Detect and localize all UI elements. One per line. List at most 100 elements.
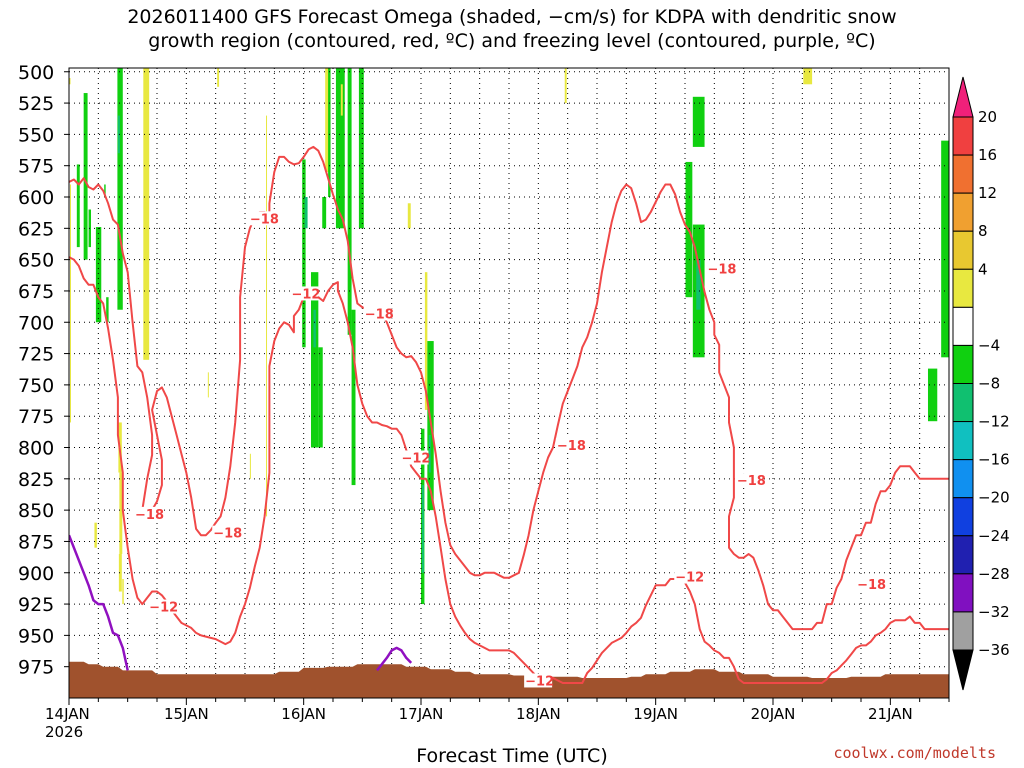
colorbar-swatch-2: [952, 192, 974, 232]
omega-patch-2: [76, 164, 80, 248]
x-tick-label-20JAN: 20JAN: [751, 705, 796, 723]
contour-label-7: −12: [525, 674, 554, 689]
y-tick-label-850: 850: [18, 500, 54, 522]
omega-patch-43: [696, 259, 701, 310]
omega-patch-41: [692, 96, 705, 147]
y-tick-label-825: 825: [18, 469, 54, 491]
y-tick-label-800: 800: [18, 438, 54, 460]
contour-label-5: −18: [365, 307, 394, 322]
omega-patch-8: [106, 297, 109, 323]
omega-patch-27: [328, 68, 331, 198]
omega-patch-10: [117, 115, 120, 154]
contour-label-bg-5: [363, 306, 392, 321]
y-tick-label-725: 725: [18, 344, 54, 366]
omega-patch-29: [340, 84, 343, 116]
colorbar-label-10: −24: [978, 527, 1010, 545]
omega-patch-44: [803, 68, 813, 85]
colorbar-label-7: −12: [978, 413, 1010, 431]
contour-label-layer: −18 −12 −18 −18 −12 −18 −12 −12 −18 −12 −18 −18 −18: [134, 211, 886, 689]
omega-patch-6: [104, 184, 106, 198]
omega-patch-0: [69, 78, 71, 85]
contour-label-3: −18: [250, 212, 279, 227]
grid-lines: [69, 68, 949, 698]
omega-patch-25: [322, 197, 327, 229]
contour-label-bg-10: [706, 261, 735, 276]
contour-label-6: −12: [401, 452, 430, 467]
omega-patch-3: [83, 93, 88, 260]
freezing-contour-1: [376, 646, 413, 672]
colorbar-label-3: 8: [978, 222, 988, 240]
omega-patch-33: [407, 203, 411, 229]
omega-patch-45: [927, 368, 938, 422]
colorbar-top-arrow: [952, 76, 974, 118]
y-tick-label-525: 525: [18, 93, 54, 115]
y-axis: 500 525 550 575 600 625 650 675 700 725 750 775 800 8…: [18, 62, 69, 679]
contour-label-2: −18: [213, 527, 242, 542]
x-tick-label-21JAN: 21JAN: [868, 705, 913, 723]
y-tick-label-625: 625: [18, 218, 54, 240]
x-tick-sublabel: 2026: [45, 723, 83, 741]
colorbar-bottom-arrow: [952, 649, 974, 691]
omega-patch-38: [428, 434, 431, 473]
omega-patch-1: [69, 184, 71, 423]
contour-label-4: −12: [291, 287, 320, 302]
colorbar-swatch-9: [952, 459, 974, 499]
omega-patch-24: [318, 347, 323, 448]
omega-patch-18: [249, 453, 251, 479]
colorbar-swatch-7: [952, 383, 974, 423]
colorbar-label-2: 12: [978, 184, 997, 202]
colorbar-label-13: −36: [978, 641, 1010, 659]
colorbar-swatch-11: [952, 535, 974, 575]
colorbar-label-12: −32: [978, 603, 1010, 621]
colorbar-label-8: −16: [978, 451, 1010, 469]
y-tick-label-975: 975: [18, 657, 54, 679]
x-tick-label-19JAN: 19JAN: [633, 705, 678, 723]
contour-label-bg-7: [524, 673, 553, 688]
contour-label-11: −18: [737, 474, 766, 489]
contour-label-0: −18: [135, 508, 164, 523]
omega-patch-32: [358, 68, 364, 229]
y-tick-label-875: 875: [18, 531, 54, 553]
colorbar-label-5: −4: [978, 336, 1000, 354]
contour-label-bg-2: [212, 525, 241, 540]
contour-label-10: −18: [707, 262, 736, 277]
contour-label-bg-1: [148, 599, 177, 614]
omega-patch-35: [421, 485, 424, 573]
y-tick-label-775: 775: [18, 406, 54, 428]
colorbar-swatch-13: [952, 611, 974, 651]
x-tick-label-17JAN: 17JAN: [399, 705, 444, 723]
colorbar: 20 16 12 8 4 −4 −8 −12 −16 −20 −24 −28 −32 −36: [952, 76, 1010, 691]
omega-patch-19: [266, 115, 268, 517]
y-tick-label-550: 550: [18, 124, 54, 146]
omega-patch-26: [325, 68, 330, 172]
x-tick-label-16JAN: 16JAN: [281, 705, 326, 723]
dgz-contour-1: [69, 256, 949, 684]
x-axis-label: Forecast Time (UTC): [416, 745, 608, 767]
contour-label-bg-6: [400, 450, 429, 465]
y-tick-label-600: 600: [18, 187, 54, 209]
colorbar-swatch-1: [952, 154, 974, 194]
omega-patch-9: [117, 68, 123, 310]
credit-text: coolwx.com/modelts: [833, 744, 996, 762]
y-tick-label-675: 675: [18, 281, 54, 303]
contour-label-9: −12: [675, 571, 704, 586]
omega-patch-23: [313, 309, 316, 348]
omega-patch-5: [95, 227, 102, 323]
colorbar-swatch-0: [952, 116, 974, 156]
contour-label-bg-12: [856, 577, 885, 592]
y-tick-label-900: 900: [18, 563, 54, 585]
omega-patch-36: [424, 272, 428, 410]
omega-patch-12: [119, 472, 123, 554]
omega-patch-17: [217, 68, 220, 87]
y-tick-label-650: 650: [18, 250, 54, 272]
contour-label-bg-9: [674, 569, 703, 584]
x-tick-label-15JAN: 15JAN: [164, 705, 209, 723]
colorbar-swatch-8: [952, 421, 974, 461]
omega-patch-7: [94, 522, 97, 548]
colorbar-label-4: 4: [978, 260, 988, 278]
omega-patch-46: [941, 140, 949, 358]
contour-label-bg-4: [290, 286, 319, 301]
dgz-contour-0: [69, 145, 949, 631]
y-tick-label-700: 700: [18, 312, 54, 334]
